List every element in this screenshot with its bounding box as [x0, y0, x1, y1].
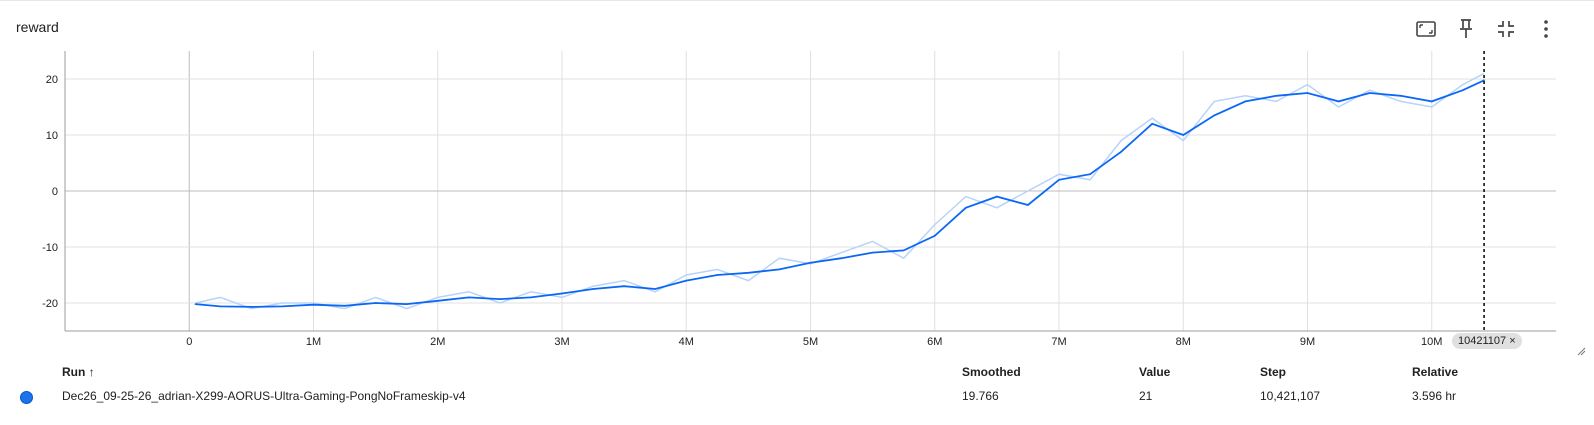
data-point [654, 288, 656, 290]
data-point [1182, 134, 1185, 136]
data-point [685, 279, 688, 282]
y-tick-label: 10 [46, 130, 58, 142]
data-point [194, 303, 197, 305]
data-point [499, 298, 501, 300]
step-cursor-label: 10421107 [1458, 335, 1507, 347]
raw-series [195, 72, 1485, 310]
data-point [281, 305, 284, 308]
data-table: Run ↑ Smoothed Value Step Relative Dec26… [0, 361, 1594, 421]
card-toolbar [1394, 15, 1594, 43]
x-tick-label: 7M [1051, 336, 1066, 348]
x-tick-label: 5M [803, 336, 818, 348]
data-point [1430, 100, 1433, 103]
data-point [219, 305, 222, 308]
y-tick-label: 20 [46, 74, 58, 86]
data-point [996, 195, 998, 198]
data-point [312, 303, 315, 306]
run-name-cell: Dec26_09-25-26_adrian-X299-AORUS-Ultra-G… [62, 389, 466, 403]
data-point [965, 207, 967, 209]
data-point [1483, 79, 1485, 82]
x-tick-label: 8M [1176, 336, 1191, 348]
data-point [1089, 173, 1091, 175]
x-tick-label: 2M [430, 336, 445, 348]
x-tick-label: 0 [186, 336, 192, 348]
data-point [343, 305, 346, 307]
sort-arrow-icon: ↑ [88, 365, 95, 379]
pin-button[interactable] [1452, 15, 1480, 43]
data-point [1120, 151, 1122, 153]
data-point [1244, 100, 1247, 103]
close-icon[interactable]: × [1509, 335, 1516, 347]
x-tick-label: 1M [306, 336, 321, 348]
y-tick-label: -20 [42, 298, 58, 310]
line-chart[interactable]: 0 1M 2M 3M 4M 5M 6M 7M 8M 9M 10M -20 -10 0 10 20 [0, 41, 1594, 361]
smoothed-series [194, 79, 1485, 308]
data-point [902, 249, 905, 252]
fit-domain-icon [1416, 21, 1436, 37]
data-point [1306, 92, 1309, 94]
data-point [1337, 100, 1340, 103]
data-point [436, 299, 439, 302]
x-tick-label: 10M [1421, 336, 1442, 348]
data-point [405, 303, 408, 305]
data-point [250, 306, 253, 308]
y-tick-label: -10 [42, 242, 58, 254]
relative-cell: 3.596 hr [1412, 389, 1457, 403]
run-column-header[interactable]: Run ↑ [62, 365, 95, 379]
data-point [933, 235, 936, 237]
data-point [374, 302, 377, 304]
smoothed-cell: 19.766 [962, 389, 999, 403]
smoothed-series-line [195, 79, 1485, 308]
data-point [1151, 123, 1153, 125]
data-point [592, 288, 594, 290]
data-point [747, 271, 750, 274]
data-point [468, 296, 470, 299]
x-tick-label: 6M [927, 336, 942, 348]
value-column-header[interactable]: Value [1139, 365, 1171, 379]
y-tick-label: 0 [52, 186, 58, 198]
pin-icon [1460, 19, 1472, 38]
data-point [716, 274, 719, 276]
collapse-button[interactable] [1492, 15, 1520, 43]
data-point [623, 285, 625, 287]
step-column-header[interactable]: Step [1260, 365, 1287, 379]
chart-grid [65, 51, 1556, 331]
run-header-label: Run [62, 365, 86, 379]
more-vert-icon [1544, 20, 1548, 38]
collapse-icon [1498, 21, 1514, 37]
data-point [840, 257, 843, 259]
data-point [778, 268, 781, 271]
data-point [1462, 89, 1464, 91]
resize-handle-icon[interactable] [1576, 346, 1586, 356]
card-title: reward [16, 19, 59, 35]
data-point [1399, 95, 1402, 97]
value-cell: 21 [1139, 389, 1153, 403]
data-point [871, 251, 874, 254]
data-point [1368, 92, 1371, 94]
x-tick-label: 3M [554, 336, 569, 348]
fit-domain-button[interactable] [1412, 15, 1440, 43]
x-tick-label: 9M [1300, 336, 1315, 348]
raw-series-line [195, 72, 1485, 310]
data-point [530, 296, 532, 299]
more-options-button[interactable] [1532, 15, 1560, 43]
data-point [1275, 95, 1278, 97]
step-cell: 10,421,107 [1260, 389, 1321, 403]
data-point [1027, 204, 1029, 206]
x-tick-label: 4M [679, 336, 694, 348]
run-color-dot [20, 391, 33, 404]
data-point [561, 292, 563, 295]
chart-axes: 0 1M 2M 3M 4M 5M 6M 7M 8M 9M 10M -20 -10 0 10 20 [42, 51, 1556, 348]
relative-column-header[interactable]: Relative [1412, 365, 1459, 379]
step-cursor-chip[interactable]: 10421107 × [1452, 333, 1522, 349]
data-point [809, 261, 812, 264]
data-point [1213, 114, 1216, 117]
smoothed-column-header[interactable]: Smoothed [962, 365, 1021, 379]
data-point [1058, 179, 1060, 181]
